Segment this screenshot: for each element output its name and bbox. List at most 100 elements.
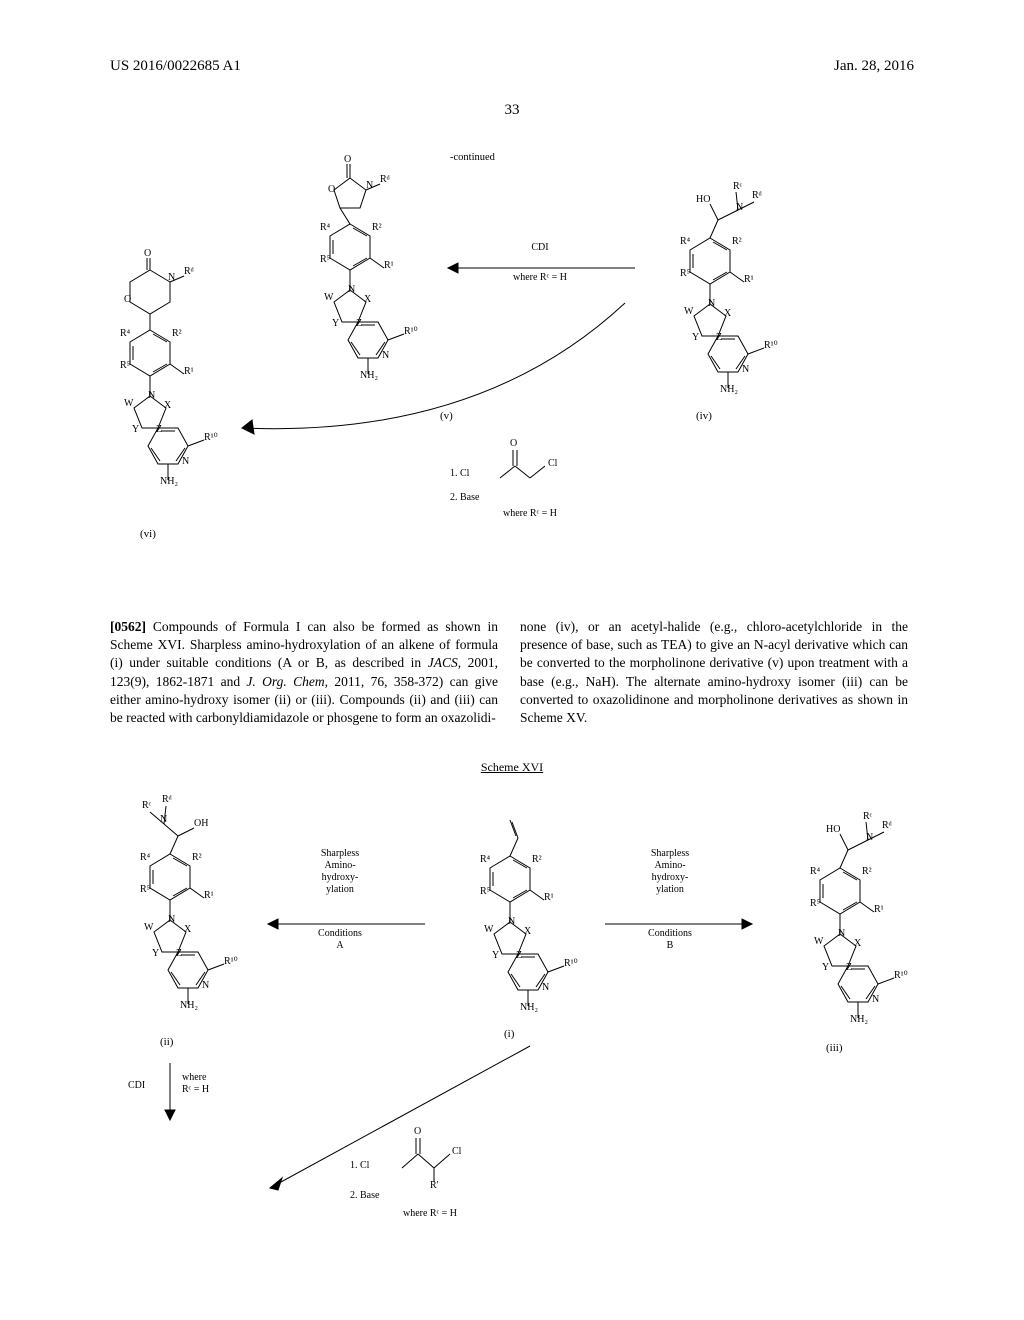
label-Z-i: Z — [516, 950, 522, 961]
label-X-i: X — [524, 926, 531, 937]
label-R10-iv: R¹⁰ — [764, 340, 778, 351]
arrow-label-acyl1: 1. Cl — [450, 468, 490, 480]
label-X-iii: X — [854, 938, 861, 949]
roman-iv: (iv) — [696, 410, 712, 422]
scheme-xvi-diagram: R² R⁴ R⁵ R¹ W Y Z N X N R¹⁰ NH₂ (i) — [0, 788, 1024, 1288]
label-R4-iv: R⁴ — [680, 236, 690, 247]
label-O-vi-carbonyl: O — [144, 248, 151, 259]
label-R2-ii: R² — [192, 852, 202, 863]
label-Y-iii: Y — [822, 962, 829, 973]
label-Rc-iii: Rᶜ — [863, 811, 872, 822]
label-N-v-ring: N — [366, 180, 373, 191]
label-N-i-ring: N — [508, 916, 515, 927]
label-Z-ii: Z — [176, 948, 182, 959]
acyl-chloride-sketch-2 — [380, 1128, 480, 1188]
label-W-vi: W — [124, 398, 133, 409]
label-R2-iv: R² — [732, 236, 742, 247]
label-N-vi-pyr: N — [182, 456, 189, 467]
label-Y-vi: Y — [132, 424, 139, 435]
scheme-xvi-label: Scheme XVI — [0, 760, 1024, 775]
label-R10-vi: R¹⁰ — [204, 432, 218, 443]
label-W-iii: W — [814, 936, 823, 947]
label-Rc-iv: Rᶜ — [733, 181, 742, 192]
arrow-label-acyl1-2: 1. Cl — [350, 1160, 390, 1172]
roman-vi: (vi) — [140, 528, 156, 540]
arrow-label-acyl2-2: 2. Base — [350, 1190, 410, 1202]
label-O-vi-ring: O — [124, 294, 131, 305]
ref-joc: J. Org. Chem, — [246, 674, 328, 689]
bodytext-left-column: [0562] Compounds of Formula I can also b… — [110, 618, 498, 727]
arrow-ii-down — [160, 1058, 180, 1128]
bodytext-right-column: none (iv), or an acetyl-halide (e.g., ch… — [520, 618, 908, 727]
label-N-vi-ring: N — [168, 272, 175, 283]
label-R2-iii: R² — [862, 866, 872, 877]
label-W-ii: W — [144, 922, 153, 933]
label-OH-ii: OH — [194, 818, 208, 829]
label-Z-vi: Z — [156, 424, 162, 435]
label-N-iv-pyr: N — [742, 364, 749, 375]
label-N-iii-amine: N — [866, 832, 873, 843]
label-O-acyl: O — [510, 438, 517, 449]
label-R1-v: R¹ — [384, 260, 394, 271]
arrow-label-cond-a: Conditions A — [300, 928, 380, 952]
label-O-acyl2: O — [414, 1126, 421, 1137]
publication-date: Jan. 28, 2016 — [834, 58, 914, 75]
label-Rprime-acyl2: R' — [430, 1180, 438, 1191]
label-R5-ii: R⁵ — [140, 884, 150, 895]
arrow-label-where-rc-h-3: where Rᶜ = H — [380, 1208, 480, 1220]
arrow-iv-to-vi — [230, 298, 630, 478]
label-R4-iii: R⁴ — [810, 866, 820, 877]
label-O-v-ring: O — [328, 184, 335, 195]
label-N-iii-ring: N — [838, 928, 845, 939]
label-N-ii-ring: N — [168, 914, 175, 925]
label-Y-i: Y — [492, 950, 499, 961]
label-R5-i: R⁵ — [480, 886, 490, 897]
label-NH2-ii: NH₂ — [180, 1000, 198, 1011]
label-Cl-acyl2: Cl — [452, 1146, 461, 1157]
arrow-label-cdi: CDI — [510, 242, 570, 254]
label-R1-iv: R¹ — [744, 274, 754, 285]
label-Rc-ii: Rᶜ — [142, 800, 151, 811]
label-R10-iii: R¹⁰ — [894, 970, 908, 981]
label-Cl-acyl: Cl — [548, 458, 557, 469]
structure-iv: HO Rᶜ Rᵈ N R² R⁴ R⁵ R¹ W Y Z N X N R¹⁰ N… — [640, 178, 780, 358]
label-X-iv: X — [724, 308, 731, 319]
label-W-iv: W — [684, 306, 693, 317]
label-N-vi-ring2: N — [148, 390, 155, 401]
ref-jacs: JACS, — [428, 655, 461, 670]
label-O-v-carbonyl: O — [344, 154, 351, 165]
label-NH2-iii: NH₂ — [850, 1014, 868, 1025]
label-Y-ii: Y — [152, 948, 159, 959]
roman-ii: (ii) — [160, 1036, 173, 1048]
label-R4-v: R⁴ — [320, 222, 330, 233]
label-Z-iv: Z — [716, 332, 722, 343]
structure-vi-svg — [80, 258, 220, 508]
label-NH2-vi: NH₂ — [160, 476, 178, 487]
para-right: none (iv), or an acetyl-halide (e.g., ch… — [520, 619, 908, 725]
page-header: US 2016/0022685 A1 Jan. 28, 2016 — [0, 58, 1024, 75]
label-R2-i: R² — [532, 854, 542, 865]
label-R1-i: R¹ — [544, 892, 554, 903]
label-N-ii-amine: N — [160, 814, 167, 825]
label-N-i-pyr: N — [542, 982, 549, 993]
label-Z-iii: Z — [846, 962, 852, 973]
arrow-label-sharpless-b: Sharpless Amino- hydroxy- ylation — [630, 848, 710, 896]
arrow-label-sharpless-a: Sharpless Amino- hydroxy- ylation — [300, 848, 380, 896]
label-N-iv-amine: N — [736, 202, 743, 213]
label-Rd-iv: Rᵈ — [752, 190, 762, 201]
scheme-continuation-diagram: HO Rᶜ Rᵈ N R² R⁴ R⁵ R¹ W Y Z N X N R¹⁰ N… — [0, 148, 1024, 568]
arrow-label-where-2: where Rᶜ = H — [182, 1072, 226, 1096]
label-Rd-ii: Rᵈ — [162, 794, 172, 805]
label-R2-vi: R² — [172, 328, 182, 339]
label-N-ii-pyr: N — [202, 980, 209, 991]
label-Rd-iii: Rᵈ — [882, 820, 892, 831]
arrow-label-cdi-2: CDI — [128, 1080, 145, 1091]
label-R4-vi: R⁴ — [120, 328, 130, 339]
label-R1-ii: R¹ — [204, 890, 214, 901]
label-R5-iv: R⁵ — [680, 268, 690, 279]
label-R1-iii: R¹ — [874, 904, 884, 915]
label-N-iv-ring: N — [708, 298, 715, 309]
structure-iii: HO Rᶜ Rᵈ N R² R⁴ R⁵ R¹ W Y Z N X N R¹⁰ N… — [770, 808, 910, 988]
label-HO-iii: HO — [826, 824, 840, 835]
label-R5-v: R⁵ — [320, 254, 330, 265]
